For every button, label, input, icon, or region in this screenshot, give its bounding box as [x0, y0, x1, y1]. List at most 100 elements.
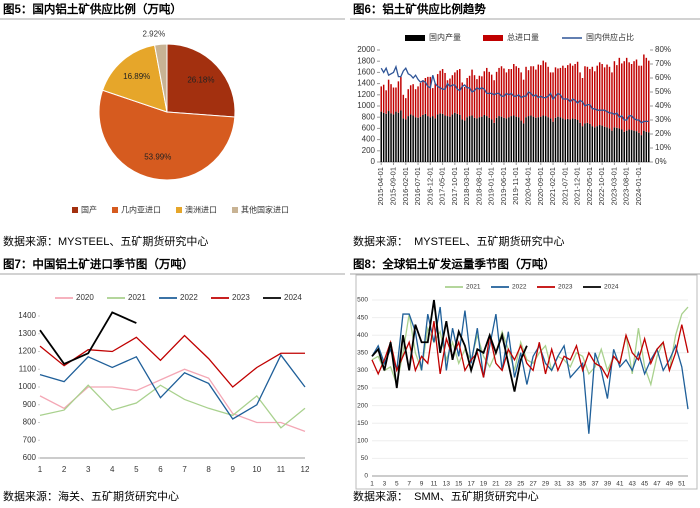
bar: [544, 62, 547, 117]
bar: [542, 115, 544, 162]
bar: [643, 130, 645, 162]
legend-swatch: [405, 35, 425, 41]
bar: [407, 116, 409, 162]
bar: [409, 85, 412, 115]
bar: [405, 98, 407, 120]
bar: [598, 125, 601, 162]
y-tick-label: 350: [357, 350, 368, 357]
bar: [645, 131, 648, 162]
bar: [584, 123, 586, 162]
bar: [414, 89, 417, 118]
pie-slice: [154, 43, 168, 113]
x-tick-label: 45: [641, 481, 649, 488]
bar: [603, 67, 606, 127]
bar: [419, 116, 422, 162]
bar: [424, 78, 427, 114]
bar: [611, 130, 613, 162]
legend-swatch: [112, 207, 118, 213]
bar: [535, 69, 537, 118]
bar: [407, 89, 409, 117]
bar: [638, 132, 640, 162]
y2-tick-label: 40%: [655, 101, 671, 110]
bar: [397, 81, 400, 113]
bar: [549, 72, 552, 119]
slice-label: 2.92%: [143, 29, 166, 38]
bar: [574, 118, 576, 162]
y-tick-label: 200: [362, 146, 376, 155]
x-tick-label: 6: [158, 465, 163, 474]
plot-frame: [355, 274, 698, 490]
bar: [436, 114, 439, 162]
bar: [562, 65, 564, 119]
y-tick-label: 800: [362, 112, 376, 121]
bar: [527, 116, 530, 162]
bar: [611, 72, 613, 131]
bar: [522, 123, 525, 162]
bar: [493, 122, 495, 162]
x-tick-label: 2016-02-01: [401, 167, 410, 205]
y2-tick-label: 50%: [655, 87, 671, 96]
line: [371, 299, 528, 392]
x-tick-label: 2019-06-01: [499, 167, 508, 205]
y-tick-label: 600: [23, 453, 37, 462]
y-tick-label: 400: [357, 332, 368, 339]
x-tick-label: 2017-10-01: [450, 167, 459, 205]
y-tick-label: 1000: [18, 382, 36, 391]
line: [39, 334, 305, 388]
bar: [392, 87, 395, 115]
bar: [422, 80, 424, 115]
legend-label: 澳洲进口: [185, 205, 217, 215]
x-tick-label: 17: [468, 481, 476, 488]
line: [39, 353, 306, 420]
bar: [503, 68, 505, 118]
bar: [500, 66, 503, 117]
bar: [468, 116, 471, 162]
y-tick-label: 0: [371, 157, 376, 166]
x-tick-label: 12: [301, 465, 310, 474]
bar: [540, 116, 542, 162]
x-tick-label: 2015-04-01: [376, 167, 385, 205]
bar: [441, 113, 444, 162]
bar: [432, 88, 434, 117]
bar: [414, 117, 417, 162]
source-note: 数据来源： SMM、五矿期货研究中心: [353, 489, 539, 503]
source-note: 数据来源： MYSTEEL、五矿期货研究中心: [353, 234, 564, 248]
bar: [613, 61, 616, 128]
legend-label: 2023: [232, 293, 250, 302]
bar: [559, 117, 562, 162]
bar: [537, 117, 540, 162]
bar: [449, 78, 451, 117]
bar: [488, 71, 490, 118]
x-tick-label: 3: [383, 481, 387, 488]
x-tick-label: 2024-01-01: [634, 167, 643, 205]
bar: [648, 132, 650, 162]
bar: [471, 115, 473, 162]
bar: [633, 61, 635, 131]
bar: [456, 113, 459, 162]
bar: [481, 116, 483, 162]
bar: [463, 86, 466, 121]
bar: [390, 84, 392, 114]
bar: [466, 117, 468, 162]
bar: [400, 110, 402, 162]
bar: [547, 66, 549, 118]
bar: [400, 76, 402, 111]
bar: [525, 66, 527, 118]
x-tick-label: 2: [62, 465, 67, 474]
bar: [476, 118, 478, 162]
bar: [439, 70, 441, 114]
bar: [495, 71, 498, 118]
bar: [432, 116, 434, 162]
bar: [427, 76, 429, 117]
bar: [478, 75, 481, 118]
legend-swatch: [72, 207, 78, 213]
bar: [532, 116, 535, 162]
bar: [515, 66, 517, 117]
y-tick-label: 400: [362, 135, 376, 144]
bar: [601, 125, 603, 162]
bar: [522, 79, 525, 124]
bar: [618, 128, 621, 162]
panel-title: 图5：国内铝土矿供应比例（万吨）: [3, 2, 182, 16]
bar: [478, 117, 481, 162]
x-tick-label: 4: [110, 465, 115, 474]
